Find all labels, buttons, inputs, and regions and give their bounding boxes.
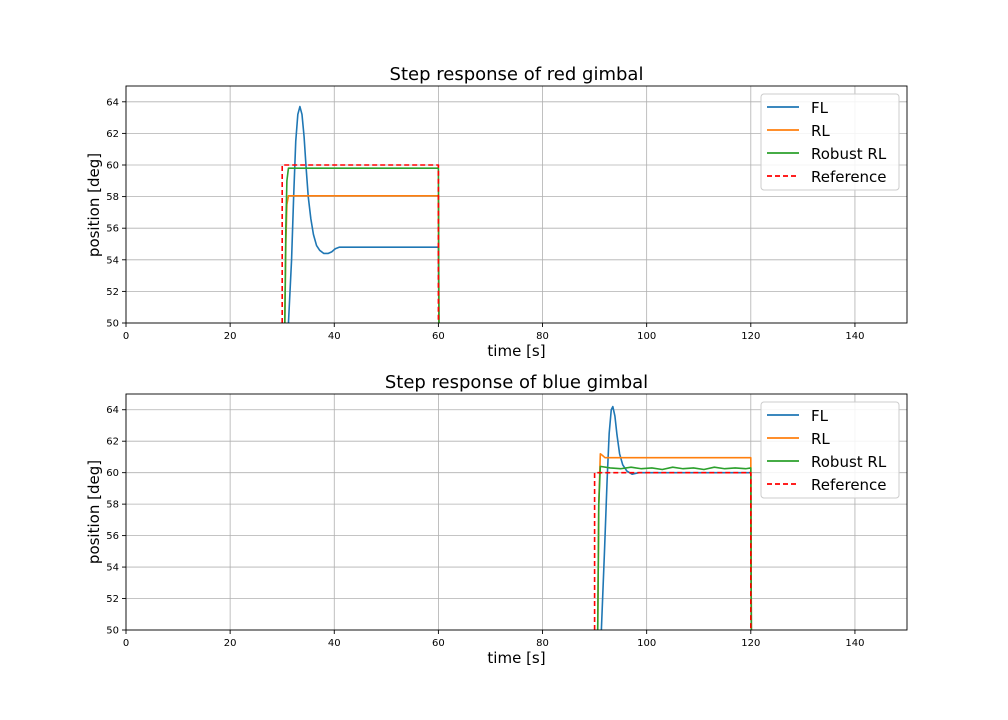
- y-tick-label: 58: [106, 500, 119, 511]
- chart-red-gimbal: Step response of red gimbal time [s] pos…: [85, 64, 908, 360]
- series-line-reference: [281, 164, 440, 323]
- y-tick-label: 60: [106, 468, 119, 479]
- series-group: [593, 405, 753, 630]
- legend-box: [760, 93, 900, 191]
- y-tick-label: 52: [106, 594, 119, 605]
- x-tick-label: 0: [123, 638, 129, 649]
- x-axis-label: time [s]: [487, 649, 545, 667]
- y-tick-label: 58: [106, 192, 119, 203]
- series-line-robust-rl: [596, 465, 753, 630]
- y-tick-label: 50: [106, 626, 119, 637]
- y-tick-label: 56: [106, 531, 119, 542]
- legend-label: Reference: [811, 168, 887, 186]
- y-tick-label: 64: [106, 405, 119, 416]
- y-axis-label: position [deg]: [85, 460, 103, 564]
- y-tick-label: 50: [106, 319, 119, 330]
- legend-box: [760, 401, 900, 499]
- x-tick-label: 100: [637, 638, 656, 649]
- legend: FL RL Robust RL Reference: [760, 401, 900, 499]
- legend-label: FL: [811, 99, 829, 117]
- x-tick-label: 140: [845, 638, 864, 649]
- x-axis-label: time [s]: [487, 342, 545, 360]
- y-tick-label: 56: [106, 224, 119, 235]
- legend: FL RL Robust RL Reference: [760, 93, 900, 191]
- x-tick-label: 0: [123, 331, 129, 342]
- x-tick-label: 120: [741, 638, 760, 649]
- x-tick-label: 40: [328, 638, 341, 649]
- y-axis-label: position [deg]: [85, 153, 103, 257]
- x-tick-label: 80: [536, 638, 549, 649]
- legend-label: Robust RL: [811, 145, 887, 163]
- legend-label: FL: [811, 407, 829, 425]
- y-tick-label: 62: [106, 129, 119, 140]
- series-line-fl: [287, 105, 440, 323]
- x-tick-label: 40: [328, 331, 341, 342]
- chart-title: Step response of blue gimbal: [385, 372, 648, 393]
- chart-blue-gimbal: Step response of blue gimbal time [s] po…: [85, 372, 908, 667]
- series-line-robust-rl: [284, 167, 440, 323]
- x-tick-label: 140: [845, 331, 864, 342]
- chart-title: Step response of red gimbal: [390, 64, 644, 85]
- y-tick-label: 60: [106, 161, 119, 172]
- y-tick-label: 52: [106, 287, 119, 298]
- x-tick-label: 20: [224, 638, 237, 649]
- x-tick-label: 60: [432, 638, 445, 649]
- plot-frame: [125, 85, 908, 324]
- series-group: [281, 105, 440, 323]
- x-tick-label: 60: [432, 331, 445, 342]
- legend-label: Reference: [811, 476, 887, 494]
- series-line-rl: [596, 452, 753, 630]
- y-tick-label: 54: [106, 563, 119, 574]
- y-tick-label: 62: [106, 437, 119, 448]
- y-tick-label: 54: [106, 255, 119, 266]
- plot-frame: [125, 393, 908, 631]
- series-line-fl: [600, 405, 753, 630]
- legend-label: Robust RL: [811, 453, 887, 471]
- x-tick-label: 120: [741, 331, 760, 342]
- x-tick-label: 80: [536, 331, 549, 342]
- x-tick-label: 100: [637, 331, 656, 342]
- series-line-reference: [593, 471, 752, 630]
- x-tick-label: 20: [224, 331, 237, 342]
- y-tick-label: 64: [106, 97, 119, 108]
- legend-label: RL: [811, 122, 830, 140]
- legend-label: RL: [811, 430, 830, 448]
